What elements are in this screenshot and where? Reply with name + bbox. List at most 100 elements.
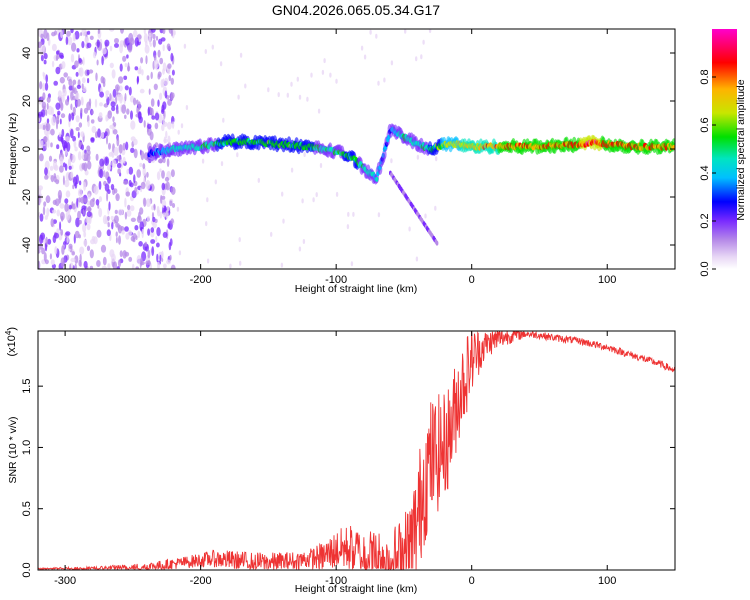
noise-speckle xyxy=(139,65,142,75)
noise-speckle xyxy=(49,253,53,260)
noise-speckle xyxy=(303,152,306,157)
noise-speckle xyxy=(127,44,133,53)
noise-speckle xyxy=(113,146,119,156)
noise-speckle xyxy=(422,39,425,45)
noise-speckle xyxy=(363,54,367,60)
noise-speckle xyxy=(267,87,270,93)
noise-speckle xyxy=(118,76,124,84)
noise-speckle xyxy=(76,84,82,89)
noise-speckle xyxy=(155,235,158,243)
noise-speckle xyxy=(87,30,91,35)
noise-speckle xyxy=(101,47,107,55)
noise-speckle xyxy=(43,252,47,262)
noise-speckle xyxy=(107,215,110,221)
noise-speckle xyxy=(134,186,138,193)
noise-speckle xyxy=(239,52,243,58)
noise-speckle xyxy=(72,79,77,85)
noise-speckle xyxy=(296,76,299,82)
noise-speckle xyxy=(59,156,64,166)
noise-speckle xyxy=(106,135,108,145)
noise-speckle xyxy=(128,32,134,43)
noise-speckle xyxy=(148,88,151,95)
noise-speckle xyxy=(89,35,94,40)
noise-speckle xyxy=(45,74,48,83)
noise-speckle xyxy=(105,93,108,99)
noise-speckle xyxy=(156,242,160,248)
noise-speckle xyxy=(65,36,69,46)
noise-speckle xyxy=(130,120,136,130)
noise-speckle xyxy=(86,42,92,49)
noise-speckle xyxy=(59,76,65,84)
noise-speckle xyxy=(206,197,209,203)
noise-speckle xyxy=(82,209,85,215)
noise-speckle xyxy=(280,262,284,268)
noise-speckle xyxy=(143,29,146,35)
noise-speckle xyxy=(74,30,80,40)
snr-y-axis: 0.0 0.5 1.0 1.5 xyxy=(21,379,675,578)
noise-speckle xyxy=(38,185,43,191)
noise-speckle xyxy=(143,197,147,207)
noise-speckle xyxy=(98,196,103,203)
noise-speckle xyxy=(104,131,108,137)
noise-speckle xyxy=(155,35,159,41)
noise-speckle xyxy=(145,55,148,65)
noise-speckle xyxy=(122,156,126,164)
noise-speckle xyxy=(45,109,48,116)
noise-speckle xyxy=(43,52,48,60)
noise-speckle xyxy=(146,75,150,81)
noise-speckle xyxy=(270,231,273,237)
noise-speckle xyxy=(118,144,123,154)
noise-speckle xyxy=(118,208,123,216)
noise-speckle xyxy=(78,57,82,64)
noise-speckle xyxy=(151,115,156,120)
noise-speckle xyxy=(107,164,111,171)
x-tick-label: -200 xyxy=(190,575,212,587)
noise-speckle xyxy=(150,71,153,80)
noise-speckle xyxy=(163,263,167,269)
noise-speckle xyxy=(173,30,176,36)
colorbar-tick-label: 0.2 xyxy=(699,213,711,228)
noise-speckle xyxy=(43,29,48,39)
noise-speckle xyxy=(239,260,242,266)
noise-speckle xyxy=(140,257,143,266)
colorbar-tick-label: 0.8 xyxy=(699,69,711,84)
snr-panel: -300 -200 -100 0 100 0.0 0.5 1.0 1.5 Height of … xyxy=(4,327,676,595)
noise-speckle xyxy=(162,231,168,238)
noise-speckle xyxy=(60,136,64,143)
noise-speckle xyxy=(38,123,42,130)
noise-speckle xyxy=(43,201,47,207)
noise-speckle xyxy=(109,62,114,69)
noise-speckle xyxy=(206,258,210,264)
noise-speckle xyxy=(116,94,120,101)
noise-speckle xyxy=(95,72,98,82)
noise-speckle xyxy=(107,263,111,269)
noise-speckle xyxy=(167,121,172,130)
noise-speckle xyxy=(56,144,60,150)
noise-speckle xyxy=(70,128,74,139)
noise-speckle xyxy=(111,106,116,112)
noise-speckle xyxy=(138,101,141,111)
noise-speckle xyxy=(146,171,149,178)
noise-speckle xyxy=(62,162,66,168)
noise-speckle xyxy=(121,230,125,235)
noise-speckle xyxy=(121,104,127,114)
noise-speckle xyxy=(41,101,47,110)
noise-speckle xyxy=(219,61,223,67)
noise-speckle xyxy=(404,29,407,34)
noise-speckle xyxy=(40,232,46,240)
noise-speckle xyxy=(185,105,189,110)
noise-speckle xyxy=(46,138,50,148)
noise-speckle xyxy=(114,43,119,48)
noise-speckle xyxy=(104,39,110,47)
noise-speckle xyxy=(73,140,77,148)
noise-speckle xyxy=(151,205,155,211)
noise-speckle xyxy=(163,136,167,144)
noise-speckle xyxy=(42,82,46,92)
noise-speckle xyxy=(138,211,141,221)
noise-speckle xyxy=(165,210,169,219)
colorbar: 0.0 0.2 0.4 0.6 0.8 Normalized spectral ampl… xyxy=(699,29,747,277)
noise-speckle xyxy=(76,98,81,107)
noise-speckle xyxy=(133,174,136,184)
noise-speckle xyxy=(51,43,57,52)
noise-speckle xyxy=(55,54,59,61)
